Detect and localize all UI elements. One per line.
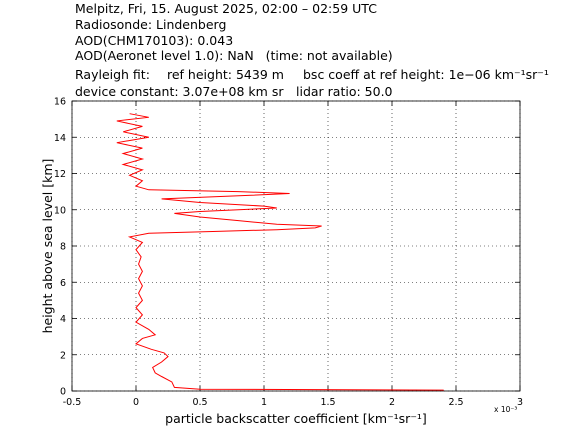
header-line: Rayleigh fit:	[75, 67, 150, 82]
y-tick-label: 6	[60, 278, 66, 289]
x-tick-label: 0.5	[192, 397, 207, 408]
x-tick-label: 2	[389, 397, 395, 408]
header-line: lidar ratio: 50.0	[296, 84, 393, 99]
y-tick-label: 10	[54, 205, 66, 216]
header-line: Radiosonde: Lindenberg	[75, 17, 226, 32]
x-tick-label: -0.5	[63, 397, 82, 408]
profile-line	[116, 113, 444, 391]
y-tick-label: 0	[60, 387, 66, 398]
x-tick-label: 2.5	[448, 397, 463, 408]
x-multiplier: x 10⁻³	[494, 405, 517, 414]
x-axis-label: particle backscatter coefficient [km⁻¹sr…	[165, 411, 427, 426]
x-tick-label: 3	[517, 397, 523, 408]
x-tick-label: 1.5	[320, 397, 335, 408]
header-line: device constant: 3.07e+08 km sr	[75, 84, 284, 99]
header-line: ref height: 5439 m	[167, 67, 284, 82]
header-line: AOD(CHM170103): 0.043	[75, 33, 233, 48]
header-line: bsc coeff at ref height: 1e−06 km⁻¹sr⁻¹	[303, 67, 549, 82]
header-line: AOD(Aeronet level 1.0): NaN (time: not a…	[75, 48, 393, 63]
y-tick-label: 4	[60, 314, 66, 325]
x-tick-label: 0	[133, 397, 139, 408]
y-tick-label: 8	[60, 242, 66, 253]
y-tick-label: 14	[54, 133, 66, 144]
y-tick-label: 16	[54, 97, 66, 108]
y-axis-label: height above sea level [km]	[40, 159, 55, 334]
plot-frame	[71, 100, 521, 392]
header-line: Melpitz, Fri, 15. August 2025, 02:00 – 0…	[75, 1, 377, 16]
y-tick-label: 2	[60, 350, 66, 361]
y-tick-label: 12	[54, 169, 66, 180]
x-tick-label: 1	[261, 397, 267, 408]
